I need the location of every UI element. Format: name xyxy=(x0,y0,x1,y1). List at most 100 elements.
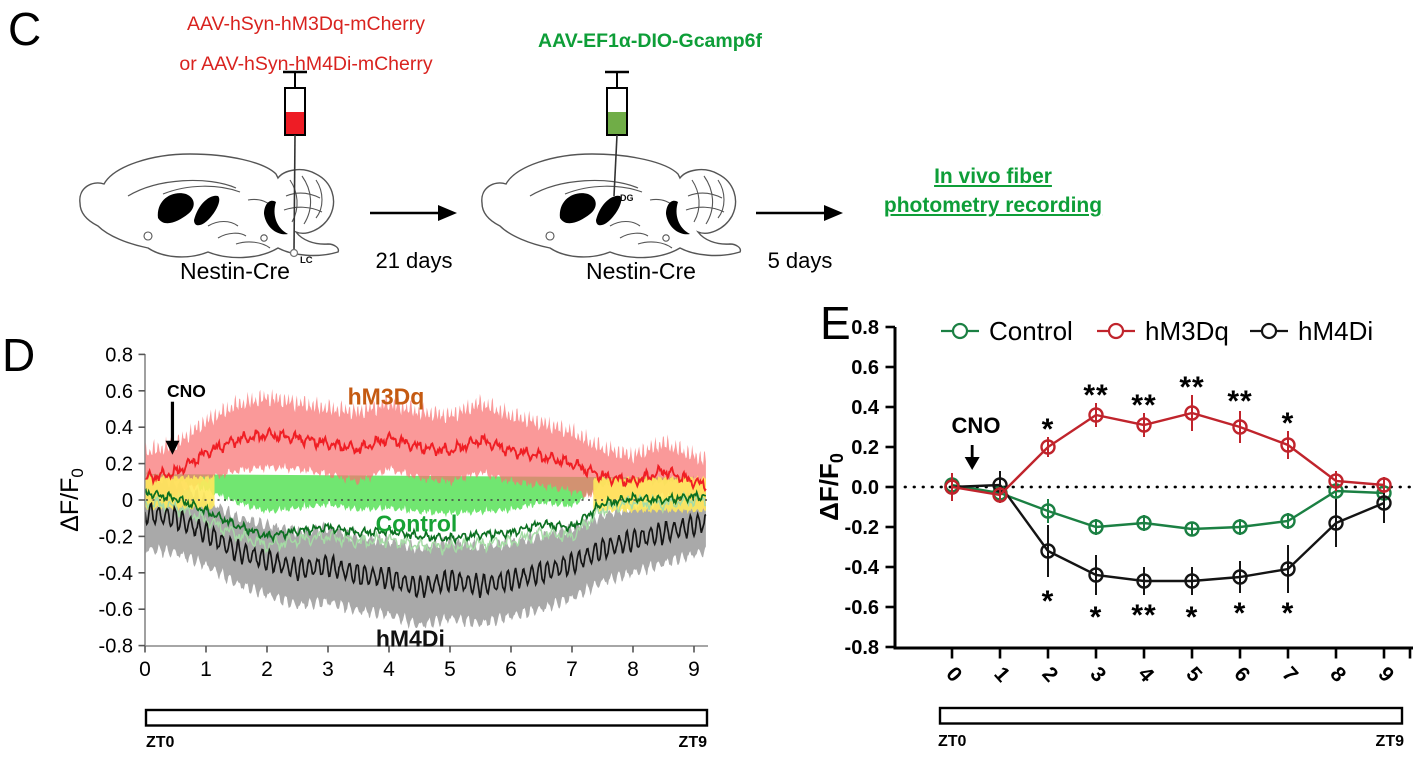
arrow-right-icon xyxy=(370,205,457,221)
mouse2-genotype-label: Nestin-Cre xyxy=(586,258,696,284)
d-x-tick-label: 3 xyxy=(322,658,334,681)
d-x-tick-label: 0 xyxy=(139,658,151,681)
d-series-label-Control: Control xyxy=(376,511,458,537)
d-series-label-hM3Dq: hM3Dq xyxy=(348,383,425,409)
d-y-tick-label: -0.2 xyxy=(99,526,133,548)
e-y-tick-label: 0.0 xyxy=(851,477,879,499)
d-trace-lines xyxy=(145,426,707,599)
legend-marker-Control xyxy=(951,322,969,340)
band-overlap xyxy=(145,474,215,512)
significance-mark: * xyxy=(1282,407,1295,440)
data-point-marker xyxy=(1088,407,1104,423)
d-y-tick-label: 0.2 xyxy=(105,454,133,476)
d-zt-bar xyxy=(144,708,709,727)
e-series-hM3Dq xyxy=(944,395,1392,503)
e-x-tick-label: 5 xyxy=(1181,663,1206,687)
injection-site-circle xyxy=(289,248,299,258)
mouse1-genotype-label: Nestin-Cre xyxy=(180,258,290,284)
syringe-needle xyxy=(613,134,618,197)
d-x-tick-label: 1 xyxy=(200,658,212,681)
d-zt0-label: ZT0 xyxy=(146,734,175,751)
d-x-tick-label: 2 xyxy=(261,658,273,681)
e-x-tick-label: 3 xyxy=(1085,663,1110,687)
virus2-label: AAV-EF1α-DIO-Gcamp6f xyxy=(538,30,762,52)
legend-label-Control: Control xyxy=(989,316,1073,346)
d-x-tick-label: 5 xyxy=(444,658,456,681)
e-y-tick-label: 0.2 xyxy=(851,437,879,459)
e-y-tick-label: -0.8 xyxy=(845,637,879,659)
e-y-tick-label: 0.8 xyxy=(851,317,879,339)
data-point-marker xyxy=(1040,503,1056,519)
e-y-axis-title: ΔF/F0 xyxy=(814,453,847,521)
legend-marker-hM4Di xyxy=(1260,322,1278,340)
data-point-marker xyxy=(1184,573,1200,589)
data-point-marker xyxy=(1136,573,1152,589)
data-point-marker xyxy=(1232,519,1248,535)
d-x-tick-label: 4 xyxy=(383,658,395,681)
arrow-right-icon xyxy=(756,205,843,221)
d-y-tick-label: -0.6 xyxy=(99,599,133,621)
syringe-needle xyxy=(293,134,296,251)
significance-mark: ** xyxy=(1131,389,1156,422)
e-series-hM4Di xyxy=(944,471,1392,595)
d-x-tick-label: 8 xyxy=(627,658,639,681)
data-point-marker xyxy=(1088,567,1104,583)
outcome-line1: In vivo fiber xyxy=(934,165,1052,188)
data-point-marker xyxy=(1232,419,1248,435)
d-x-tick-label: 6 xyxy=(505,658,517,681)
virus1-line1: AAV-hSyn-hM3Dq-mCherry xyxy=(186,13,426,35)
d-cno-label: CNO xyxy=(167,381,206,401)
e-cno-arrowhead xyxy=(964,457,980,470)
d-x-tick-label: 9 xyxy=(688,658,700,681)
d-y-tick-label: 0 xyxy=(122,490,133,512)
significance-mark: * xyxy=(1186,601,1199,634)
data-point-marker xyxy=(1328,473,1344,489)
d-y-tick-label: 0.4 xyxy=(105,417,133,439)
d-x-tick-label: 7 xyxy=(566,658,578,681)
e-y-tick-label: -0.2 xyxy=(845,517,879,539)
legend-marker-hM3Dq xyxy=(1107,322,1125,340)
injection-site-label: LC xyxy=(300,255,313,266)
e-y-tick-label: -0.4 xyxy=(845,557,880,579)
e-y-tick-label: -0.6 xyxy=(845,597,879,619)
e-x-tick-label: 4 xyxy=(1133,663,1158,687)
e-x-tick-label: 0 xyxy=(941,663,966,687)
panel-d-label: D xyxy=(2,329,36,381)
d-y-tick-label: -0.8 xyxy=(99,636,133,658)
significance-mark: * xyxy=(1042,585,1055,618)
e-x-tick-label: 7 xyxy=(1277,663,1302,687)
data-point-marker xyxy=(1328,515,1344,531)
data-point-marker xyxy=(1040,439,1056,455)
injection-site-label: DG xyxy=(620,193,634,203)
trace-hM3Dq xyxy=(145,426,707,493)
d-cno-arrowhead xyxy=(165,440,180,455)
data-point-marker xyxy=(1040,543,1056,559)
syringe-icon-green: DG xyxy=(605,70,634,203)
trace-Control xyxy=(145,488,706,546)
interval1-label: 21 days xyxy=(375,248,453,273)
e-x-tick-label: 1 xyxy=(989,663,1014,687)
trace-isosbestic xyxy=(145,491,707,556)
d-y-tick-label: -0.4 xyxy=(99,563,133,585)
d-y-tick-label: 0.8 xyxy=(105,344,133,366)
d-y-tick-label: 0.6 xyxy=(105,381,133,403)
legend-label-hM4Di: hM4Di xyxy=(1298,316,1373,346)
syringe-fill xyxy=(608,112,626,134)
data-point-marker xyxy=(1184,521,1200,537)
outcome-line2: photometry recording xyxy=(883,194,1103,217)
data-point-marker xyxy=(1232,569,1248,585)
e-zt9-label: ZT9 xyxy=(1376,733,1405,750)
e-y-tick-label: 0.4 xyxy=(851,397,880,419)
panel-e-label: E xyxy=(820,297,851,349)
data-point-marker xyxy=(1184,405,1200,421)
e-cno-label: CNO xyxy=(952,413,1001,438)
data-point-marker xyxy=(1136,515,1152,531)
e-x-tick-label: 2 xyxy=(1037,663,1062,687)
data-point-marker xyxy=(992,487,1008,503)
virus1-line2: or AAV-hSyn-hM4Di-mCherry xyxy=(179,53,433,75)
interval2-label: 5 days xyxy=(767,248,833,273)
legend-label-hM3Dq: hM3Dq xyxy=(1145,316,1229,346)
syringe-fill xyxy=(286,112,304,134)
e-zt-bar xyxy=(938,706,1404,725)
